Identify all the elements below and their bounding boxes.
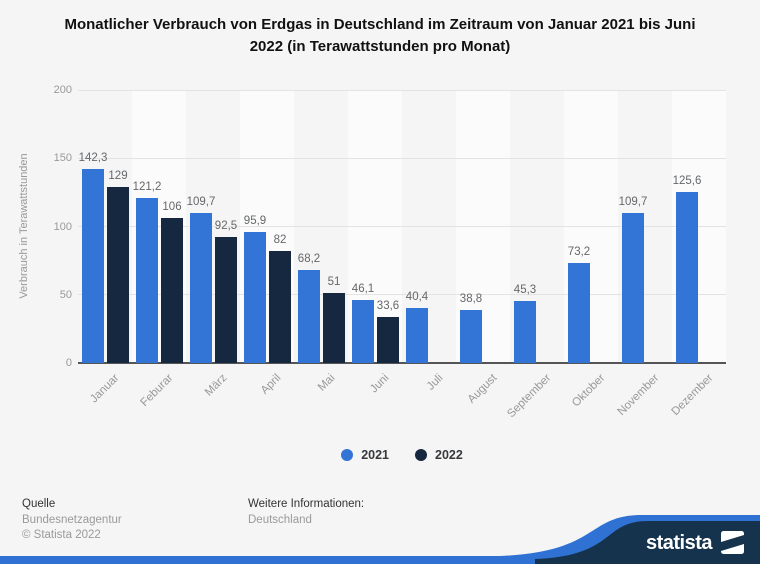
x-label-august: August bbox=[465, 372, 500, 406]
y-tick-label-150: 150 bbox=[53, 152, 72, 165]
bar-2021-feburar[interactable] bbox=[136, 198, 158, 363]
bar-value-2022-märz: 92,5 bbox=[214, 220, 238, 232]
bar-value-2021-dezember: 125,6 bbox=[672, 175, 702, 187]
bar-2022-januar[interactable] bbox=[107, 187, 129, 363]
statista-branding[interactable]: statista bbox=[0, 512, 760, 564]
bar-2021-dezember[interactable] bbox=[676, 192, 698, 363]
x-label-dezember: Dezember bbox=[669, 372, 716, 419]
bar-2021-september[interactable] bbox=[514, 301, 536, 363]
bar-2022-märz[interactable] bbox=[215, 237, 237, 363]
gridline-150 bbox=[78, 157, 726, 159]
x-label-märz: März bbox=[202, 372, 230, 399]
bar-2021-juli[interactable] bbox=[406, 308, 428, 363]
y-tick-label-50: 50 bbox=[59, 288, 72, 301]
bar-2022-april[interactable] bbox=[269, 251, 291, 363]
x-label-september: September bbox=[505, 372, 554, 421]
legend-dot-2022 bbox=[415, 449, 427, 461]
bar-2022-feburar[interactable] bbox=[161, 218, 183, 363]
chart-legend: 2021 2022 bbox=[78, 448, 726, 462]
bar-2021-mai[interactable] bbox=[298, 270, 320, 363]
bar-value-2021-oktober: 73,2 bbox=[567, 246, 591, 258]
bar-2021-juni[interactable] bbox=[352, 300, 374, 363]
x-label-januar: Januar bbox=[88, 372, 122, 406]
bar-value-2021-mai: 68,2 bbox=[297, 253, 321, 265]
bar-value-2021-märz: 109,7 bbox=[186, 196, 216, 208]
x-label-november: November bbox=[615, 372, 662, 419]
x-label-april: April bbox=[258, 372, 284, 397]
bar-2021-januar[interactable] bbox=[82, 169, 104, 363]
bar-value-2021-januar: 142,3 bbox=[78, 152, 108, 164]
source-name: Bundesnetzagentur bbox=[22, 514, 122, 526]
x-label-oktober: Oktober bbox=[570, 372, 608, 410]
bar-2021-oktober[interactable] bbox=[568, 263, 590, 363]
legend-item-2021[interactable]: 2021 bbox=[341, 448, 389, 462]
x-label-feburar: Feburar bbox=[138, 372, 176, 409]
bar-value-2022-januar: 129 bbox=[108, 170, 128, 182]
x-axis-line bbox=[78, 362, 726, 364]
legend-dot-2021 bbox=[341, 449, 354, 461]
x-label-juli: Juli bbox=[424, 372, 446, 393]
source-heading: Quelle bbox=[22, 498, 56, 510]
bar-2021-april[interactable] bbox=[244, 232, 266, 363]
bar-value-2021-feburar: 121,2 bbox=[132, 181, 162, 193]
y-tick-label-200: 200 bbox=[53, 84, 72, 96]
bar-value-2021-april: 95,9 bbox=[243, 215, 267, 227]
bar-value-2021-juli: 40,4 bbox=[405, 291, 429, 303]
gridline-100 bbox=[78, 226, 726, 227]
chart-title: Monatlicher Verbrauch von Erdgas in Deut… bbox=[64, 16, 696, 55]
branding-swoosh-graphic bbox=[0, 515, 760, 564]
more-info-heading: Weitere Informationen: bbox=[248, 498, 365, 510]
y-tick-label-100: 100 bbox=[53, 220, 72, 233]
bar-value-2022-mai: 51 bbox=[327, 276, 341, 288]
gridline-200 bbox=[78, 89, 726, 91]
bar-value-2021-juni: 46,1 bbox=[351, 283, 375, 295]
bar-value-2022-juni: 33,6 bbox=[376, 300, 400, 312]
bar-value-2022-april: 82 bbox=[273, 234, 287, 246]
bar-value-2021-september: 45,3 bbox=[513, 284, 537, 296]
statista-logo-icon bbox=[721, 531, 744, 554]
more-info-value[interactable]: Deutschland bbox=[248, 514, 312, 526]
bar-2021-august[interactable] bbox=[460, 310, 482, 363]
legend-label-2021: 2021 bbox=[361, 448, 389, 462]
y-tick-label-0: 0 bbox=[65, 357, 72, 369]
legend-item-2022[interactable]: 2022 bbox=[415, 448, 463, 462]
bar-value-2021-august: 38,8 bbox=[459, 293, 483, 305]
bar-value-2022-feburar: 106 bbox=[162, 201, 182, 213]
copyright-text: © Statista 2022 bbox=[22, 529, 101, 541]
bar-2021-november[interactable] bbox=[622, 213, 644, 363]
bar-value-2021-november: 109,7 bbox=[618, 196, 648, 208]
x-label-mai: Mai bbox=[315, 372, 338, 394]
gridline-50 bbox=[78, 294, 726, 296]
bar-2022-juni[interactable] bbox=[377, 317, 399, 363]
bar-2022-mai[interactable] bbox=[323, 293, 345, 363]
bar-2021-märz[interactable] bbox=[190, 213, 212, 363]
statista-logo[interactable]: statista bbox=[646, 531, 744, 554]
legend-label-2022: 2022 bbox=[435, 448, 463, 462]
x-label-juni: Juni bbox=[368, 372, 392, 396]
statista-logo-text: statista bbox=[645, 531, 713, 554]
plot-area: 142,3 121,2 109,7 95,9 68,2 46,1 40,4 38,8 45,3 7… bbox=[78, 89, 726, 364]
